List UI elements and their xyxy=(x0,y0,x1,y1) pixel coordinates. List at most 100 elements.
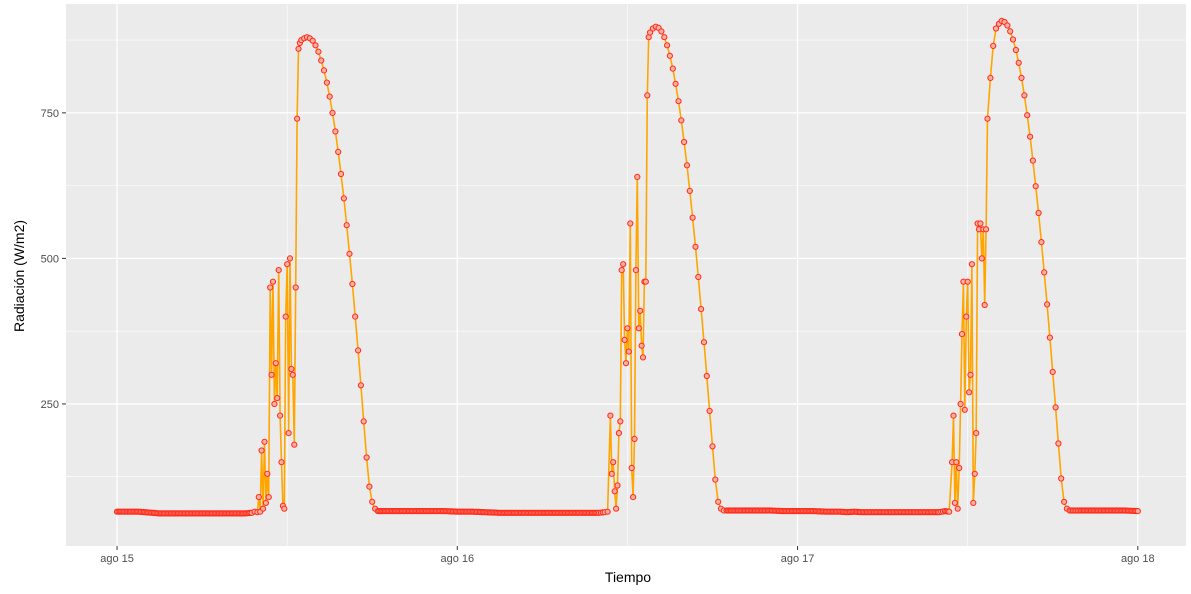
data-point xyxy=(340,195,347,202)
data-point xyxy=(672,80,679,87)
data-point xyxy=(611,488,618,495)
data-point xyxy=(627,220,634,227)
data-point xyxy=(294,115,301,122)
data-point xyxy=(343,222,350,229)
data-point xyxy=(337,170,345,178)
data-point xyxy=(1012,46,1020,54)
data-point xyxy=(326,93,333,100)
data-point xyxy=(961,406,968,413)
data-point xyxy=(630,494,637,501)
data-point xyxy=(946,508,953,515)
data-point xyxy=(637,307,644,314)
data-point xyxy=(675,98,682,105)
data-point xyxy=(360,418,367,425)
data-point xyxy=(715,498,722,505)
data-point xyxy=(268,371,275,378)
data-point xyxy=(1032,183,1039,190)
data-point xyxy=(703,372,710,380)
data-point xyxy=(635,325,642,332)
x-tick-label: ago 17 xyxy=(781,553,815,565)
data-point xyxy=(281,505,288,512)
data-point xyxy=(712,476,719,483)
data-point xyxy=(277,412,284,419)
data-point xyxy=(658,28,665,35)
data-point xyxy=(320,67,328,74)
data-point xyxy=(608,470,615,477)
data-point xyxy=(625,348,632,355)
y-tick-label: 750 xyxy=(41,108,59,120)
data-point xyxy=(987,74,994,82)
data-point xyxy=(966,389,973,396)
data-point xyxy=(262,499,269,506)
x-tick-label: ago 16 xyxy=(440,553,474,565)
data-point xyxy=(355,347,362,354)
y-tick-label: 250 xyxy=(41,399,59,411)
data-point xyxy=(288,365,295,373)
data-point xyxy=(1061,498,1068,505)
data-point xyxy=(967,371,974,378)
data-point xyxy=(366,483,373,490)
data-point xyxy=(664,42,671,49)
data-point xyxy=(970,499,977,506)
data-point xyxy=(950,412,957,419)
data-point xyxy=(1041,269,1048,276)
data-point xyxy=(951,499,959,506)
data-point xyxy=(607,412,614,419)
data-point xyxy=(992,25,1000,32)
data-point xyxy=(369,498,376,505)
data-point xyxy=(275,267,282,274)
data-point xyxy=(634,173,641,180)
data-point xyxy=(698,306,705,313)
data-point xyxy=(963,313,970,320)
data-point xyxy=(681,138,688,146)
data-point xyxy=(271,400,278,408)
data-point xyxy=(269,278,277,285)
data-point xyxy=(632,267,640,274)
data-point xyxy=(1027,133,1034,140)
data-point xyxy=(638,342,645,349)
data-point xyxy=(1024,112,1031,119)
data-point xyxy=(661,34,668,41)
data-point xyxy=(977,220,984,227)
data-point xyxy=(285,430,292,437)
data-point xyxy=(289,371,296,378)
data-point xyxy=(624,325,631,332)
data-point xyxy=(363,454,370,461)
data-point xyxy=(621,336,628,343)
data-point xyxy=(709,443,716,450)
data-point xyxy=(1134,508,1141,515)
data-point xyxy=(282,313,289,320)
data-point xyxy=(642,278,649,285)
data-point xyxy=(990,42,997,50)
data-point xyxy=(1046,334,1054,341)
data-point xyxy=(1038,239,1045,246)
data-point xyxy=(261,438,268,445)
data-point xyxy=(692,243,699,250)
data-point xyxy=(683,162,691,169)
data-point xyxy=(346,250,353,257)
data-point xyxy=(631,435,638,442)
x-tick-label: ago 18 xyxy=(1121,553,1155,565)
data-point xyxy=(954,505,961,512)
data-point xyxy=(644,92,651,99)
data-point xyxy=(700,339,708,346)
data-point xyxy=(267,284,274,291)
data-point xyxy=(613,505,620,512)
data-point xyxy=(669,65,676,72)
data-point xyxy=(617,418,624,425)
data-point xyxy=(1052,404,1059,411)
data-point xyxy=(956,464,963,472)
data-point xyxy=(260,505,267,512)
data-point xyxy=(610,459,617,466)
data-point xyxy=(295,45,302,52)
y-axis-title: Radiación (W/m2) xyxy=(11,220,27,332)
data-point xyxy=(983,226,990,233)
data-point xyxy=(639,354,647,361)
data-point xyxy=(604,508,611,515)
data-point xyxy=(323,79,330,86)
data-point xyxy=(666,52,674,59)
data-point xyxy=(352,313,359,320)
data-point xyxy=(695,273,702,281)
